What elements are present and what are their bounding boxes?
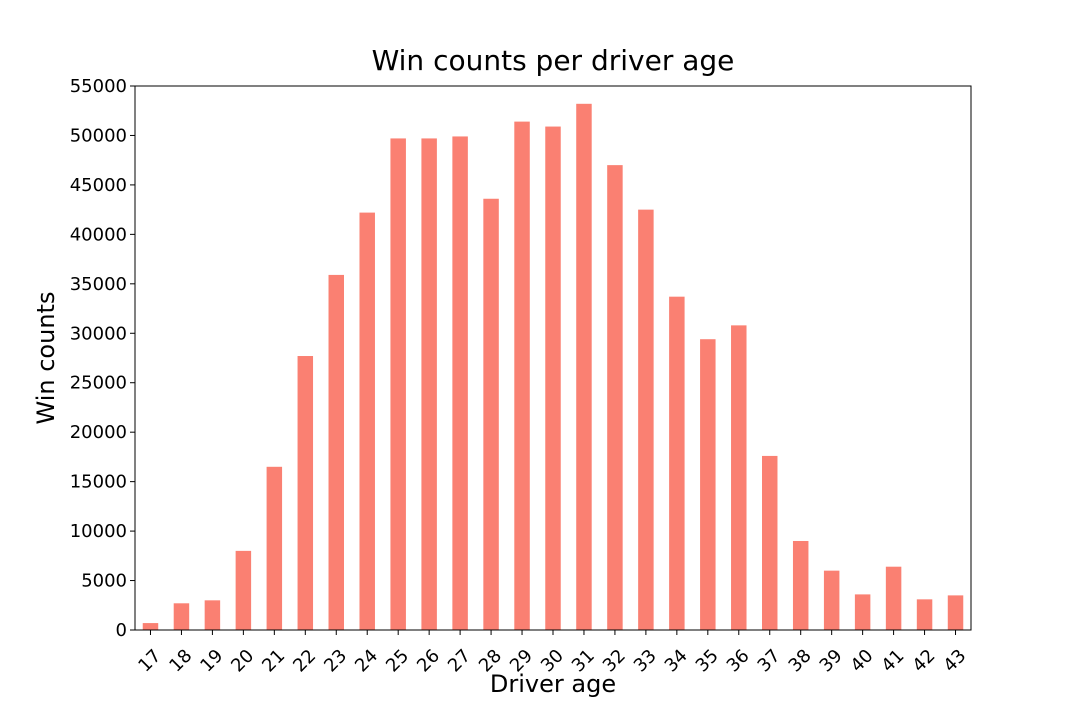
y-tick-label-35000: 35000	[70, 274, 127, 295]
bar-36	[731, 325, 747, 630]
y-tick-label-45000: 45000	[70, 175, 127, 196]
bar-37	[762, 455, 778, 630]
x-axis-label: Driver age	[490, 670, 616, 698]
bar-33	[638, 209, 654, 631]
bar-21	[266, 466, 283, 630]
y-tick-label-0: 0	[116, 620, 127, 641]
y-tick-label-50000: 50000	[70, 125, 127, 146]
bars-group	[142, 103, 964, 631]
bar-34	[669, 296, 685, 630]
x-tick-label-27: 27	[444, 645, 475, 676]
bar-27	[452, 136, 468, 630]
bar-42	[916, 599, 933, 630]
x-tick-label-43: 43	[939, 645, 970, 676]
bar-38	[792, 540, 809, 630]
x-tick-label-39: 39	[816, 645, 847, 676]
x-tick-label-17: 17	[134, 645, 165, 676]
y-tick-label-10000: 10000	[70, 521, 127, 542]
x-tick-label-21: 21	[258, 645, 289, 676]
x-tick-label-38: 38	[785, 645, 816, 676]
bar-31	[576, 103, 592, 630]
x-tick-label-23: 23	[320, 645, 351, 676]
y-tick-label-30000: 30000	[70, 323, 127, 344]
x-tick-label-35: 35	[692, 645, 723, 676]
y-tick-label-5000: 5000	[81, 571, 127, 592]
bar-17	[142, 623, 159, 630]
bar-30	[545, 126, 561, 630]
x-tick-label-40: 40	[847, 645, 878, 676]
y-tick-label-40000: 40000	[70, 224, 127, 245]
bar-28	[483, 198, 499, 631]
bar-43	[947, 595, 964, 630]
x-tick-label-33: 33	[630, 645, 661, 676]
y-tick-label-15000: 15000	[70, 472, 127, 493]
y-tick-label-55000: 55000	[70, 76, 127, 97]
bar-23	[328, 274, 344, 630]
x-tick-label-22: 22	[289, 645, 320, 676]
plot-frame	[134, 85, 972, 631]
y-axis-label: Win counts	[32, 292, 60, 425]
y-tick-label-25000: 25000	[70, 373, 127, 394]
x-tick-label-26: 26	[413, 645, 444, 676]
bar-41	[885, 566, 902, 630]
bar-20	[235, 550, 252, 630]
x-tick-label-34: 34	[661, 645, 692, 676]
x-tick-label-20: 20	[227, 645, 258, 676]
bar-25	[390, 138, 406, 630]
x-tick-label-25: 25	[382, 645, 413, 676]
x-tick-label-37: 37	[754, 645, 785, 676]
x-tick-label-24: 24	[351, 645, 382, 676]
bar-26	[421, 138, 437, 630]
chart-title: Win counts per driver age	[372, 44, 735, 77]
x-tick-label-19: 19	[196, 645, 227, 676]
bar-22	[297, 356, 314, 630]
y-axis: 0 5000 10000 15000 20000 25000 30000 35000 40000…	[70, 76, 135, 641]
bar-19	[204, 600, 221, 630]
y-tick-label-20000: 20000	[70, 422, 127, 443]
bar-32	[607, 165, 623, 631]
bar-18	[173, 603, 190, 630]
x-tick-label-36: 36	[723, 645, 754, 676]
bar-24	[359, 212, 375, 630]
bar-29	[514, 121, 530, 630]
x-tick-label-42: 42	[908, 645, 939, 676]
bar-40	[854, 594, 871, 630]
x-tick-label-41: 41	[877, 645, 908, 676]
x-tick-label-18: 18	[165, 645, 196, 676]
bar-35	[700, 339, 716, 630]
bar-39	[823, 570, 840, 630]
